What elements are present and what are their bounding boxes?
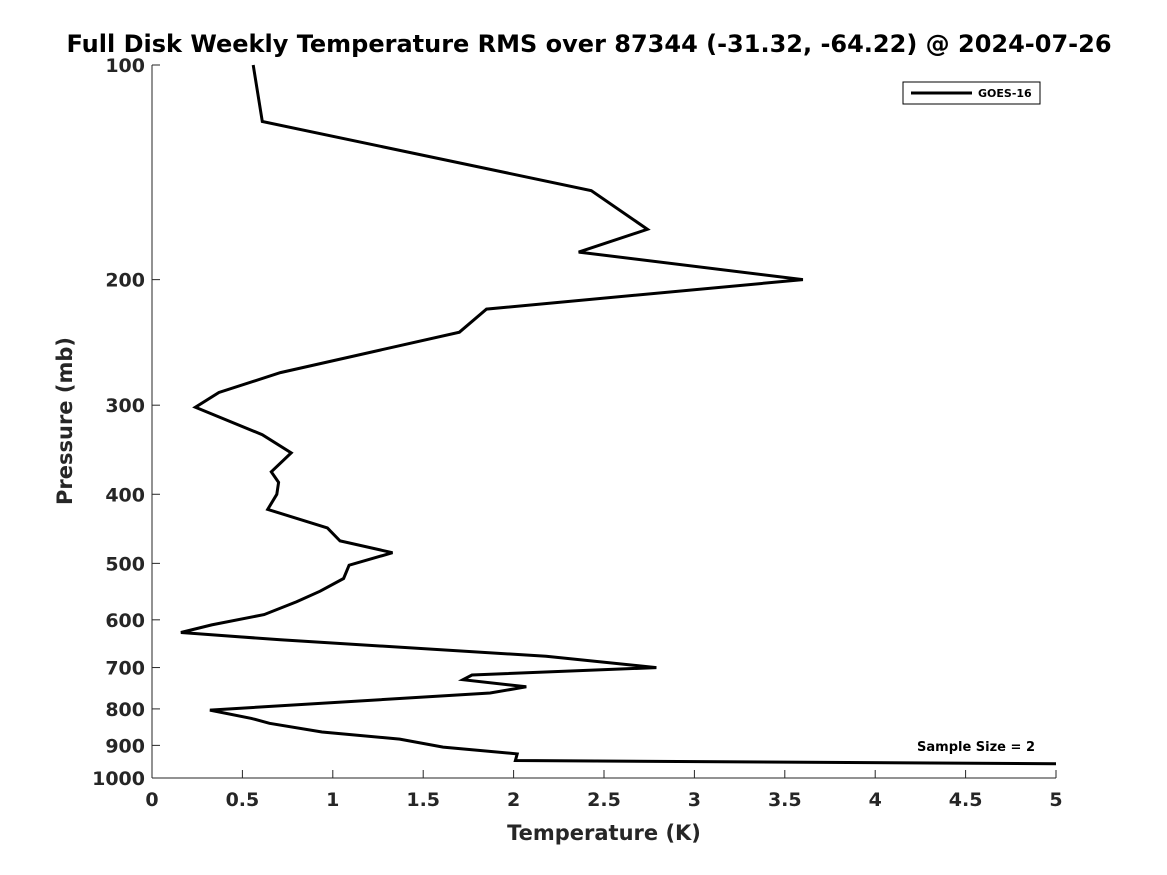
x-tick-label: 0 xyxy=(145,789,158,811)
y-tick-label: 500 xyxy=(105,553,145,575)
chart-title: Full Disk Weekly Temperature RMS over 87… xyxy=(66,30,1111,58)
legend: GOES-16 xyxy=(902,81,1041,105)
y-tick-label: 700 xyxy=(105,658,145,680)
y-tick-label: 900 xyxy=(105,735,145,757)
x-tick-label: 2 xyxy=(507,789,520,811)
y-tick-label: 200 xyxy=(105,270,145,292)
x-tick-label: 3 xyxy=(688,789,701,811)
y-tick-label: 1000 xyxy=(92,768,145,790)
x-tick-label: 4.5 xyxy=(949,789,983,811)
y-tick-label: 800 xyxy=(105,699,145,721)
x-tick-label: 4 xyxy=(869,789,882,811)
legend-entry-goes-16: GOES-16 xyxy=(978,87,1032,100)
y-tick-label: 400 xyxy=(105,484,145,506)
x-tick-label: 2.5 xyxy=(587,789,621,811)
x-tick-label: 1 xyxy=(326,789,339,811)
y-tick-label: 600 xyxy=(105,610,145,632)
sample-size-annotation: Sample Size = 2 xyxy=(917,740,1035,755)
x-tick-label: 3.5 xyxy=(768,789,802,811)
x-tick-label: 5 xyxy=(1049,789,1062,811)
x-axis-ticks: 0 0.5 1 1.5 2 2.5 3 3.5 4 4.5 5 xyxy=(145,770,1063,811)
y-axis-label: Pressure (mb) xyxy=(53,337,77,505)
x-tick-label: 0.5 xyxy=(226,789,260,811)
x-axis-label: Temperature (K) xyxy=(507,821,701,845)
y-tick-label: 100 xyxy=(105,55,145,77)
y-tick-label: 300 xyxy=(105,395,145,417)
series-line-goes-16 xyxy=(180,64,1057,766)
y-axis-ticks: 100 200 300 400 500 600 700 800 900 1000 xyxy=(92,55,160,790)
series-lines xyxy=(180,64,1057,766)
x-tick-label: 1.5 xyxy=(406,789,440,811)
